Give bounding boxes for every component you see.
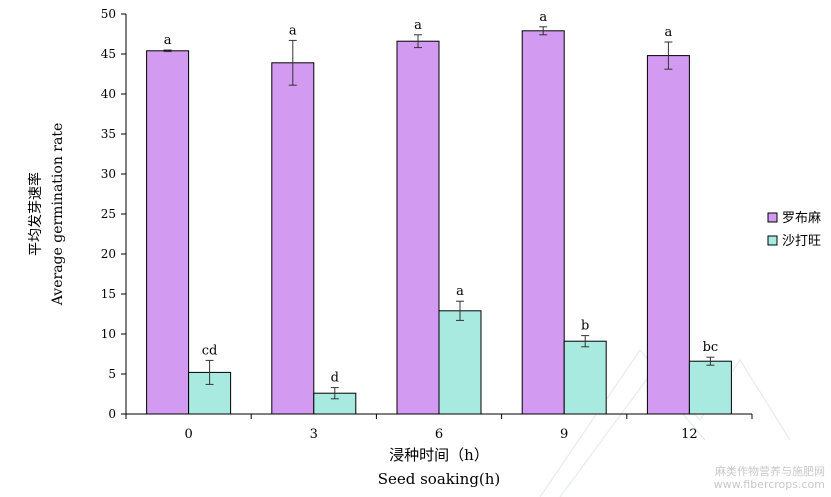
- axes: 0 5 10 15 20 25 30 35 40 45 50 0 3 6 9 12: [101, 7, 753, 442]
- x-tick-label: 0: [184, 427, 192, 442]
- significance-label: a: [289, 23, 297, 38]
- bar-series2: [563, 340, 607, 415]
- significance-label: cd: [202, 343, 218, 358]
- y-axis-label-cn: 平均发芽速率: [27, 172, 44, 256]
- significance-label: a: [665, 25, 673, 40]
- bar-series1: [271, 62, 315, 415]
- y-tick-label: 15: [101, 287, 116, 301]
- x-axis-label-cn: 浸种时间（h）: [389, 446, 489, 464]
- significance-label: a: [456, 284, 464, 299]
- y-tick-label: 25: [101, 207, 116, 221]
- y-tick-label: 45: [101, 47, 116, 61]
- y-tick-label: 40: [101, 87, 116, 101]
- legend-swatch: [767, 212, 778, 223]
- bar-series1: [146, 50, 190, 415]
- bar-series2: [688, 360, 732, 415]
- significance-label: a: [164, 33, 172, 48]
- y-tick-label: 5: [108, 367, 116, 381]
- x-axis-label-en: Seed soaking(h): [378, 470, 501, 488]
- bars: a a a a a cd d a b bc: [146, 10, 732, 415]
- x-tick-label: 3: [310, 427, 318, 442]
- significance-label: bc: [703, 340, 719, 355]
- bar-series1: [396, 40, 440, 415]
- watermark-line1: 麻类作物营养与施肥网: [715, 465, 825, 478]
- legend-label: 罗布麻: [782, 211, 821, 226]
- significance-label: a: [539, 10, 547, 25]
- significance-label: b: [581, 319, 589, 334]
- y-tick-label: 10: [101, 327, 116, 341]
- x-tick-label: 12: [681, 427, 698, 442]
- y-tick-label: 50: [101, 7, 116, 21]
- y-axis-label-en: Average germination rate: [50, 123, 66, 306]
- y-tick-label: 20: [101, 247, 116, 261]
- y-tick-label: 0: [108, 407, 116, 421]
- x-tick-label: 9: [560, 427, 568, 442]
- watermark: 麻类作物营养与施肥网 www.fibercrops.com: [714, 465, 825, 491]
- significance-label: d: [331, 371, 339, 386]
- bar-series1: [521, 30, 565, 415]
- y-tick-label: 35: [101, 127, 116, 141]
- bar-series1: [646, 55, 690, 415]
- significance-label: a: [414, 18, 422, 33]
- bar-series2: [438, 310, 482, 415]
- axis-labels: 平均发芽速率 Average germination rate 浸种时间（h） …: [27, 123, 500, 488]
- y-tick-label: 30: [101, 167, 116, 181]
- legend-swatch: [767, 235, 778, 246]
- x-tick-label: 6: [435, 427, 443, 442]
- legend-label: 沙打旺: [782, 234, 821, 249]
- watermark-line2: www.fibercrops.com: [713, 478, 825, 491]
